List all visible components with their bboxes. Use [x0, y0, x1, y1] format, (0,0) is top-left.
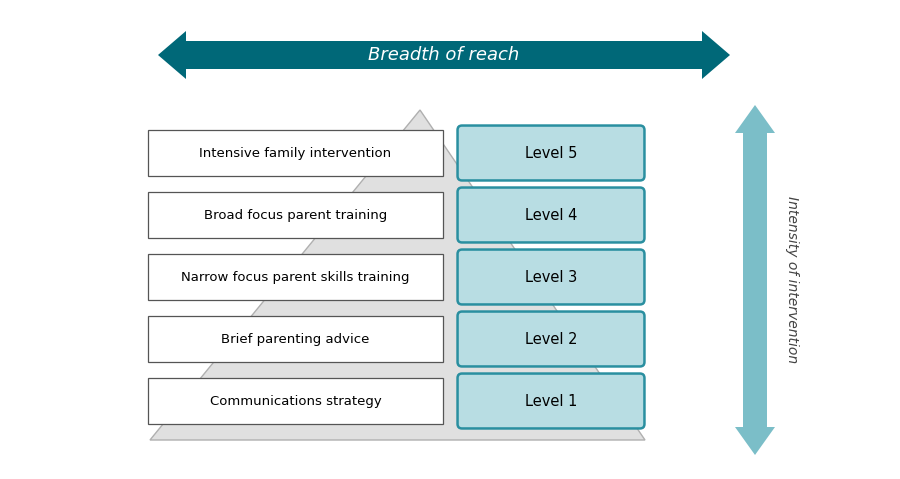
FancyBboxPatch shape [457, 188, 644, 242]
Bar [148, 254, 443, 300]
Text: Level 2: Level 2 [525, 331, 577, 346]
Bar [743, 133, 767, 427]
Bar [148, 378, 443, 424]
Text: Communications strategy: Communications strategy [210, 395, 382, 408]
Polygon shape [158, 31, 186, 79]
Text: Intensive family intervention: Intensive family intervention [200, 147, 392, 160]
Text: Level 3: Level 3 [525, 270, 577, 285]
Text: Level 1: Level 1 [525, 394, 577, 409]
FancyBboxPatch shape [457, 311, 644, 366]
FancyBboxPatch shape [457, 374, 644, 428]
Polygon shape [150, 110, 645, 440]
Bar [148, 316, 443, 362]
FancyBboxPatch shape [457, 125, 644, 181]
Text: Broad focus parent training: Broad focus parent training [204, 208, 387, 221]
Polygon shape [735, 427, 775, 455]
Bar [148, 130, 443, 176]
Text: Breadth of reach: Breadth of reach [368, 46, 519, 64]
FancyBboxPatch shape [457, 250, 644, 305]
Text: Level 4: Level 4 [525, 207, 577, 223]
Bar [186, 41, 702, 69]
Text: Brief parenting advice: Brief parenting advice [221, 332, 370, 345]
Bar [148, 192, 443, 238]
Polygon shape [735, 105, 775, 133]
Text: Narrow focus parent skills training: Narrow focus parent skills training [181, 271, 410, 284]
Text: Intensity of intervention: Intensity of intervention [785, 196, 799, 364]
Text: Level 5: Level 5 [525, 146, 577, 160]
Polygon shape [702, 31, 730, 79]
